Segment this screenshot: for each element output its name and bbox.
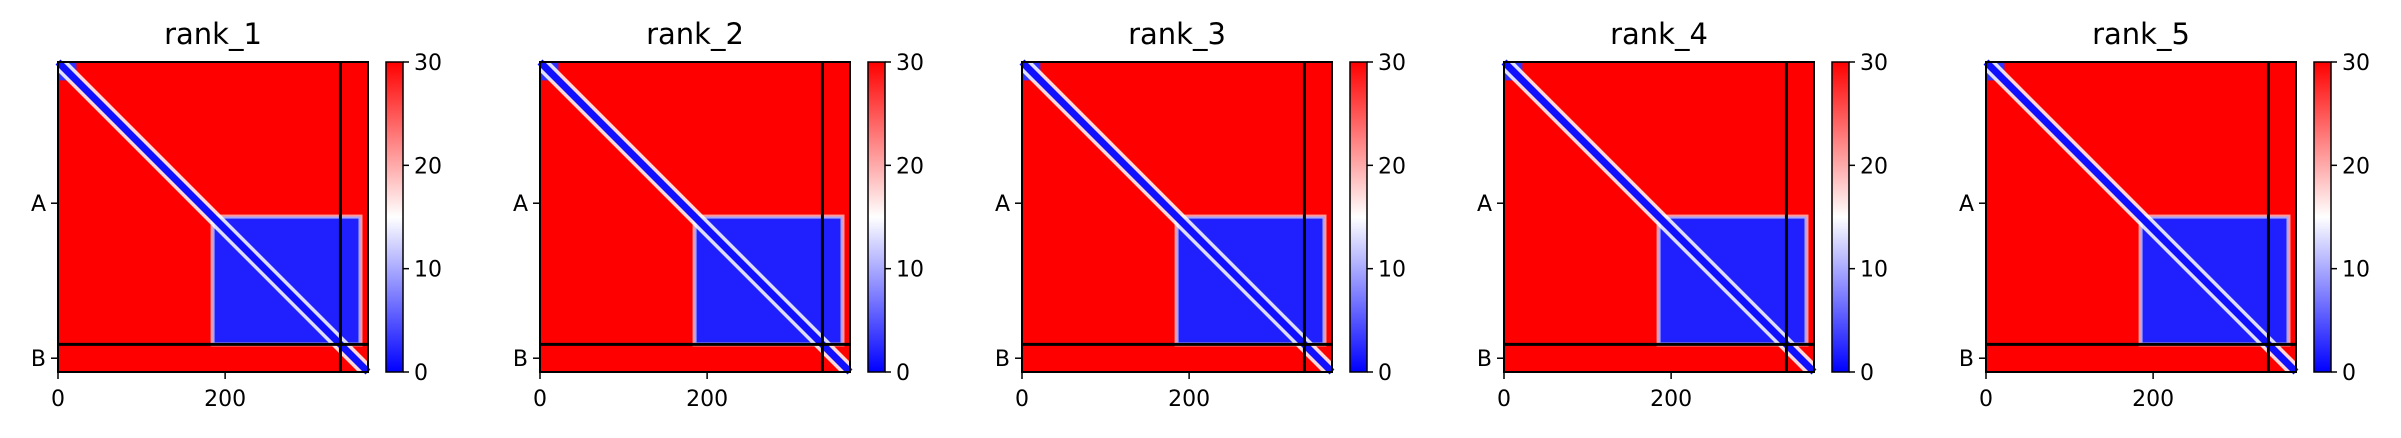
colorbar-tick-label: 10	[1860, 258, 1888, 283]
colorbar	[1831, 61, 1850, 373]
colorbar-tick-label: 0	[414, 361, 428, 386]
colorbar-tick-label: 10	[414, 258, 442, 283]
colorbar-tick-label: 20	[1378, 154, 1406, 179]
x-tick-label: 0	[51, 387, 65, 412]
colorbar-tick-label: 20	[414, 154, 442, 179]
y-tick-label: A	[513, 192, 528, 217]
x-tick-label: 0	[533, 387, 547, 412]
heatmap-frame	[539, 61, 851, 373]
diagonal	[1501, 59, 1817, 375]
colorbar	[2313, 61, 2332, 373]
panel-title: rank_2	[646, 17, 744, 51]
x-tick-label: 0	[1979, 387, 1993, 412]
y-tick-label: B	[995, 347, 1010, 372]
y-tick-label: B	[1477, 347, 1492, 372]
y-tick-label: A	[995, 192, 1010, 217]
colorbar-tick-label: 0	[896, 361, 910, 386]
x-tick-label: 200	[2132, 387, 2174, 412]
panel-title: rank_1	[164, 17, 262, 51]
diagonal	[55, 59, 371, 375]
heatmap-frame	[1021, 61, 1333, 373]
x-tick-label: 200	[686, 387, 728, 412]
heatmap-frame	[1503, 61, 1815, 373]
colorbar-tick-label: 20	[2342, 154, 2370, 179]
colorbar-tick-label: 0	[1860, 361, 1874, 386]
diagonal	[537, 59, 853, 375]
panel-title: rank_4	[1610, 17, 1708, 51]
colorbar-tick-label: 0	[2342, 361, 2356, 386]
x-tick-label: 0	[1497, 387, 1511, 412]
y-tick-label: B	[1959, 347, 1974, 372]
colorbar-tick-label: 10	[2342, 258, 2370, 283]
panel-title: rank_3	[1128, 17, 1226, 51]
colorbar-tick-label: 0	[1378, 361, 1392, 386]
y-tick-label: A	[1959, 192, 1974, 217]
x-tick-label: 200	[1168, 387, 1210, 412]
x-tick-label: 200	[1650, 387, 1692, 412]
colorbar-tick-label: 30	[896, 51, 924, 76]
panel-title: rank_5	[2092, 17, 2190, 51]
colorbar-tick-label: 30	[1860, 51, 1888, 76]
heatmap-frame	[57, 61, 369, 373]
y-tick-label: A	[31, 192, 46, 217]
y-tick-label: A	[1477, 192, 1492, 217]
heatmap-frame	[1985, 61, 2297, 373]
colorbar	[867, 61, 886, 373]
diagonal	[1019, 59, 1335, 375]
colorbar-tick-label: 30	[1378, 51, 1406, 76]
colorbar-tick-label: 10	[896, 258, 924, 283]
y-tick-label: B	[513, 347, 528, 372]
colorbar-tick-label: 30	[414, 51, 442, 76]
x-tick-label: 200	[204, 387, 246, 412]
colorbar	[1349, 61, 1368, 373]
colorbar-tick-label: 10	[1378, 258, 1406, 283]
x-tick-label: 0	[1015, 387, 1029, 412]
colorbar-tick-label: 20	[896, 154, 924, 179]
colorbar	[385, 61, 404, 373]
colorbar-tick-label: 20	[1860, 154, 1888, 179]
diagonal	[1983, 59, 2299, 375]
y-tick-label: B	[31, 347, 46, 372]
colorbar-tick-label: 30	[2342, 51, 2370, 76]
